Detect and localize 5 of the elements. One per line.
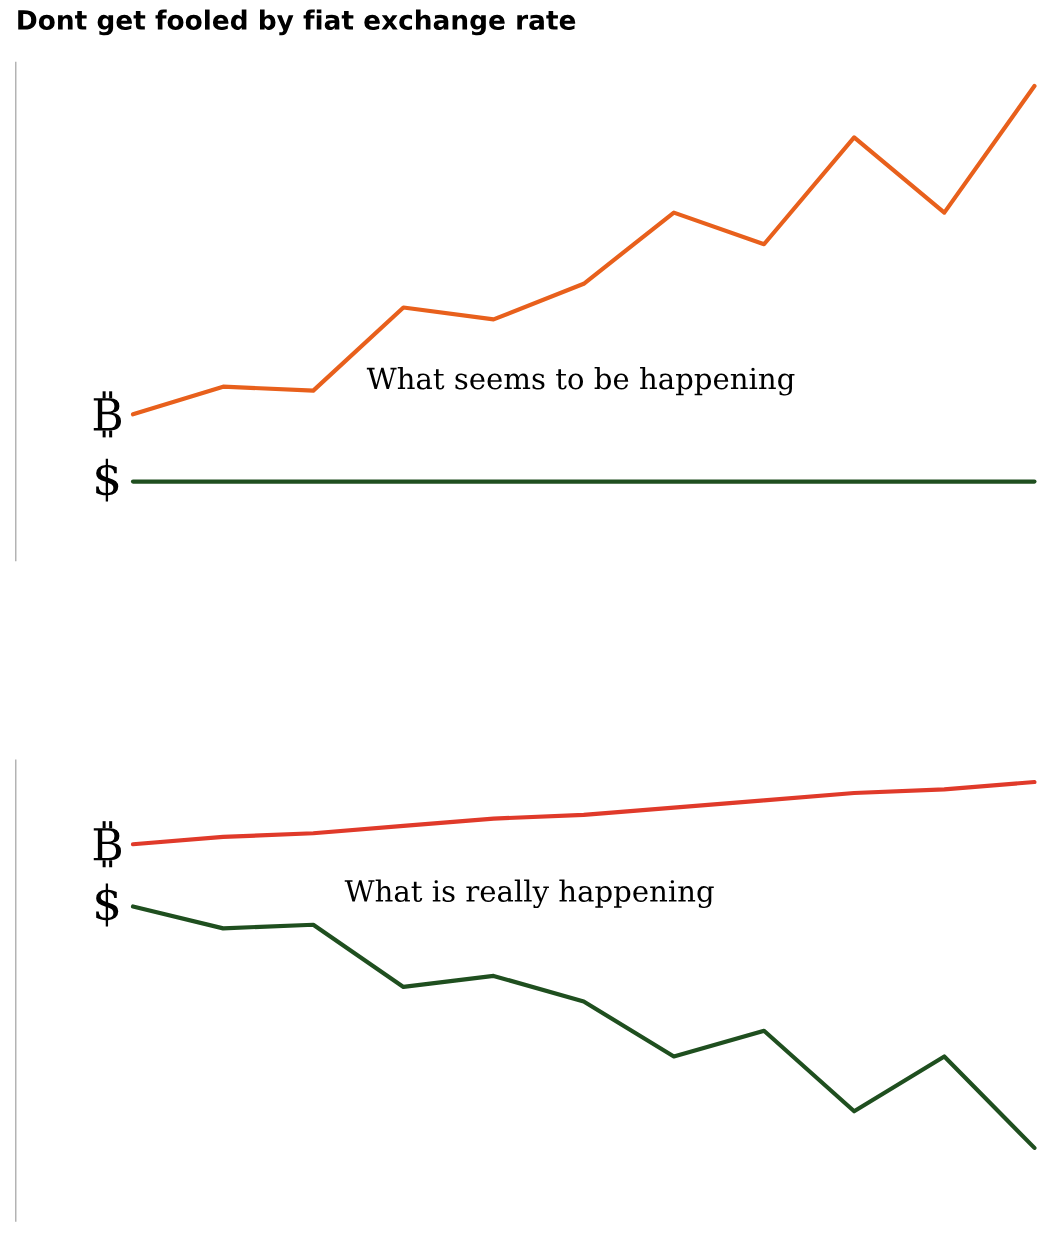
- series-label: $: [96, 458, 119, 502]
- annotation: What seems to be happening: [366, 366, 795, 396]
- chart-title: Dont get fooled by fiat exchange rate: [18, 9, 576, 36]
- annotation: What is really happening: [344, 879, 714, 909]
- series-label: $: [96, 883, 119, 927]
